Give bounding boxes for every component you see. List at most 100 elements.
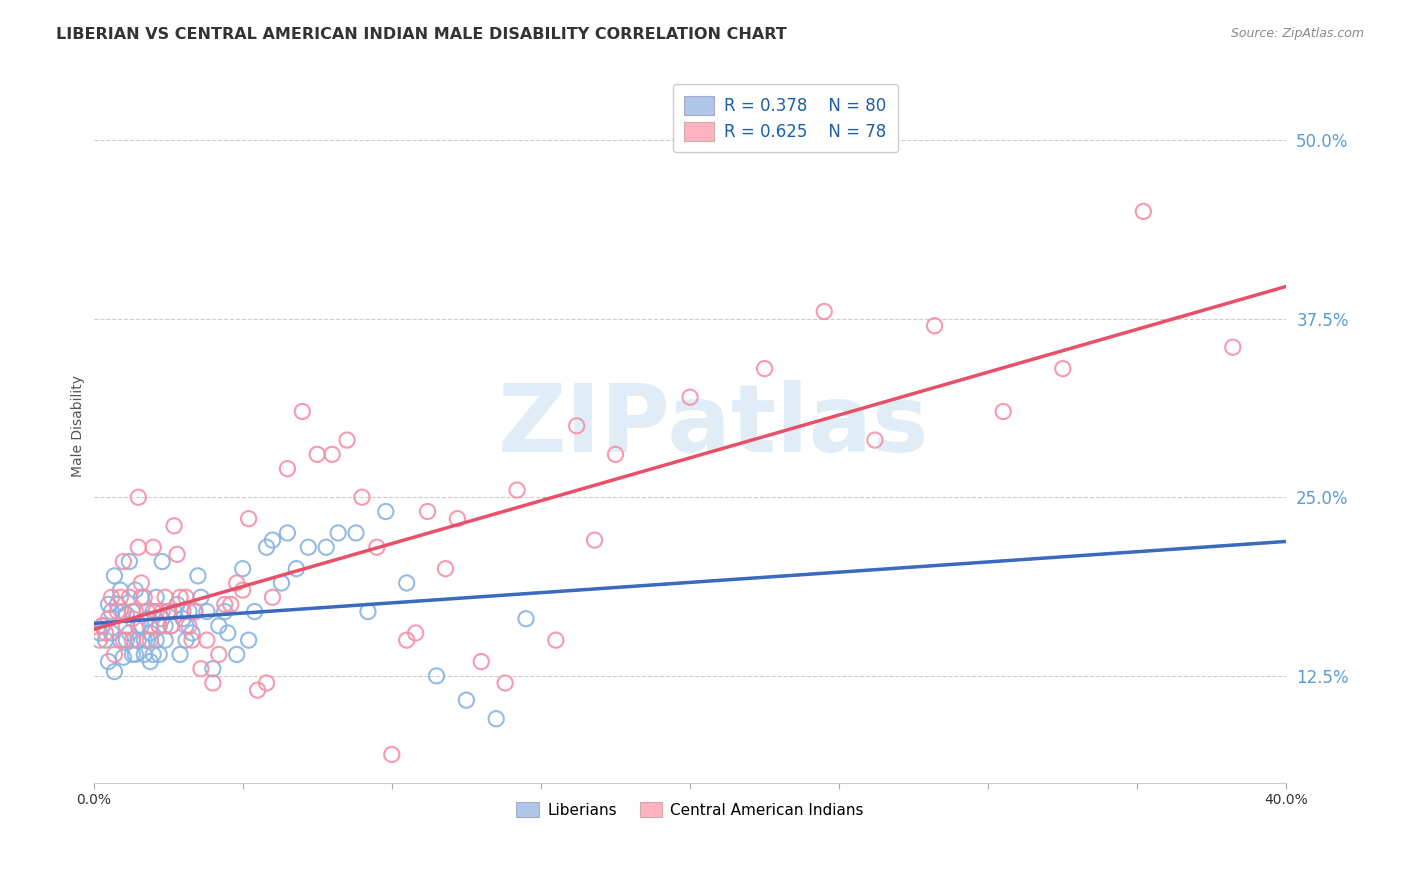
Point [121,612,143,626]
Point [134,633,156,648]
Point [157,605,180,619]
Point [127,490,149,504]
Point [315,541,337,555]
Point [262,533,284,547]
Point [395,576,418,591]
Point [112,555,135,569]
Point [121,648,143,662]
Point [238,511,260,525]
Point [238,633,260,648]
Point [214,605,236,619]
Point [208,619,231,633]
Point [177,619,200,633]
Point [103,569,125,583]
Point [416,504,439,518]
Point [350,490,373,504]
Point [139,619,162,633]
Point [148,648,170,662]
Point [177,605,200,619]
Point [246,683,269,698]
Point [124,583,146,598]
Point [91,619,114,633]
Point [110,633,132,648]
Point [115,607,138,622]
Point [139,626,162,640]
Point [97,598,120,612]
Point [181,633,204,648]
Point [405,626,427,640]
Point [307,447,329,461]
Point [1132,204,1154,219]
Point [103,665,125,679]
Point [136,605,159,619]
Point [153,633,176,648]
Point [924,318,946,333]
Point [163,605,186,619]
Point [136,612,159,626]
Legend: Liberians, Central American Indians: Liberians, Central American Indians [509,794,872,825]
Point [97,655,120,669]
Point [94,633,117,648]
Point [219,598,242,612]
Point [134,591,156,605]
Point [195,633,218,648]
Point [863,433,886,447]
Point [225,576,247,591]
Point [187,569,209,583]
Point [395,633,418,648]
Point [243,605,266,619]
Point [112,605,135,619]
Point [139,633,162,648]
Point [991,404,1014,418]
Point [470,655,492,669]
Point [124,648,146,662]
Point [112,650,135,665]
Point [285,562,308,576]
Point [583,533,606,547]
Point [381,747,404,762]
Point [118,555,141,569]
Point [94,626,117,640]
Point [150,555,173,569]
Point [142,541,165,555]
Point [110,591,132,605]
Point [174,619,197,633]
Point [262,591,284,605]
Point [434,562,457,576]
Point [166,598,188,612]
Text: ZIPatlas: ZIPatlas [498,380,929,472]
Point [160,619,183,633]
Point [174,633,197,648]
Point [270,576,292,591]
Point [225,648,247,662]
Point [127,633,149,648]
Point [129,576,152,591]
Point [184,605,207,619]
Point [153,619,176,633]
Point [190,591,212,605]
Point [169,648,191,662]
Point [201,662,224,676]
Point [139,655,162,669]
Point [297,541,319,555]
Point [374,504,396,518]
Point [485,712,508,726]
Point [118,626,141,640]
Point [115,619,138,633]
Point [276,461,298,475]
Point [112,633,135,648]
Point [127,619,149,633]
Point [208,648,231,662]
Point [107,605,129,619]
Point [232,562,254,576]
Point [148,619,170,633]
Point [160,619,183,633]
Point [150,605,173,619]
Point [754,361,776,376]
Point [366,541,388,555]
Point [142,648,165,662]
Point [172,612,194,626]
Point [605,447,627,461]
Point [679,390,702,404]
Point [124,605,146,619]
